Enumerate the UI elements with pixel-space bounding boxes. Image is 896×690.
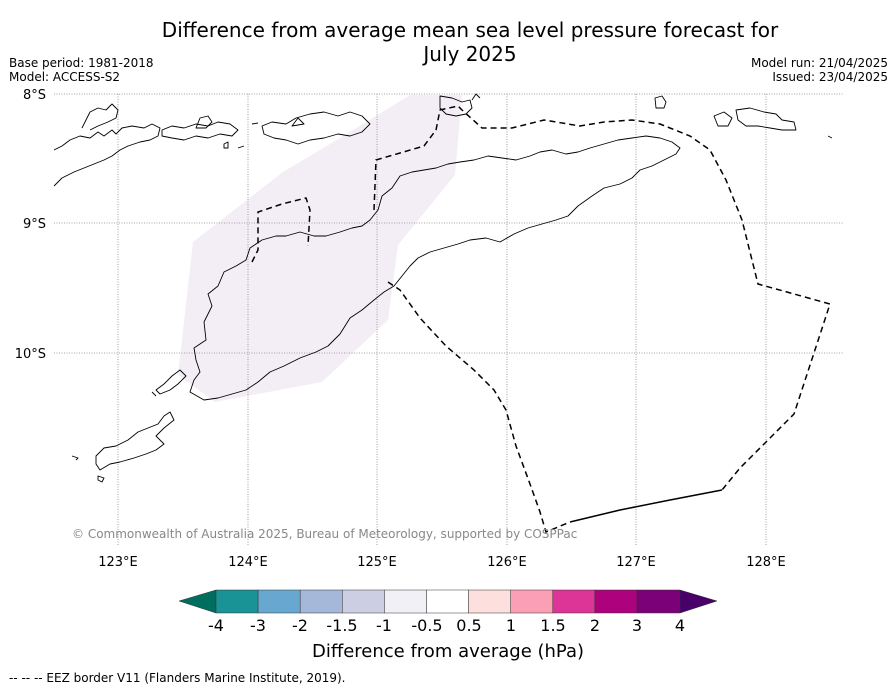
coast-island-small-1 <box>195 115 213 129</box>
eez-border-timor-leste-west <box>251 197 311 263</box>
coast-timor <box>189 135 681 401</box>
lon-label-125e: 125°E <box>357 555 397 570</box>
lon-label-127e: 127°E <box>616 555 656 570</box>
colorbar-swatch <box>468 589 511 614</box>
colorbar-label: -3 <box>250 616 266 635</box>
coast-island-far-1 <box>654 95 667 109</box>
colorbar-label: -1 <box>376 616 392 635</box>
colorbar-extend-high <box>679 589 718 614</box>
coast-island-far-2 <box>713 111 733 127</box>
colorbar-label: 3 <box>632 616 642 635</box>
lat-label-9s: 9°S <box>23 217 46 232</box>
colorbar-label: -2 <box>292 616 308 635</box>
eez-border-timor-leste-north <box>373 105 831 491</box>
colorbar-label: 4 <box>675 616 685 635</box>
colorbar-swatch <box>257 589 301 614</box>
eez-footnote: -- -- -- EEZ border V11 (Flanders Marine… <box>9 671 346 685</box>
coast-wetar <box>439 95 473 117</box>
map-title: Difference from average mean sea level p… <box>161 18 779 66</box>
colorbar-swatches <box>215 589 681 614</box>
colorbar-swatch <box>510 589 554 614</box>
meta-left: Base period: 1981-2018 Model: ACCESS-S2 <box>9 56 154 84</box>
coast-island-solor <box>161 121 239 141</box>
eez-border-timor-leste-south <box>387 281 571 534</box>
lon-label-123e: 123°E <box>98 555 138 570</box>
colorbar-swatch <box>342 589 385 614</box>
border-solid-south <box>569 489 723 523</box>
coast-island-sw-1 <box>71 455 79 461</box>
lat-label-10s: 10°S <box>15 347 46 362</box>
coast-island-far-3 <box>735 107 797 131</box>
coast-savu <box>95 411 175 471</box>
colorbar-label: -4 <box>208 616 224 635</box>
colorbar-swatch <box>299 589 343 614</box>
lon-label-128e: 128°E <box>746 555 786 570</box>
colorbar-swatch <box>594 589 638 614</box>
colorbar-label: -0.5 <box>411 616 442 635</box>
colorbar-label: 2 <box>590 616 600 635</box>
coast-flores <box>53 123 161 187</box>
coast-flores-north <box>81 103 119 131</box>
eez-borders <box>251 105 831 534</box>
coast-island-small-2 <box>291 117 305 127</box>
model-name: Model: ACCESS-S2 <box>9 70 121 84</box>
base-period: Base period: 1981-2018 <box>9 56 154 70</box>
lon-label-124e: 124°E <box>228 555 268 570</box>
colorbar-swatch <box>636 589 681 614</box>
issued-date: Issued: 23/04/2025 <box>772 70 888 84</box>
colorbar-label: 1.5 <box>540 616 565 635</box>
model-run: Model run: 21/04/2025 <box>750 56 888 70</box>
anomaly-region <box>178 95 462 402</box>
lon-label-126e: 126°E <box>487 555 527 570</box>
meta-right: Model run: 21/04/2025 Issued: 23/04/2025 <box>751 56 888 84</box>
coast-island-far-4 <box>827 135 833 139</box>
lat-gridlines <box>54 93 843 354</box>
colorbar: -4 -3 -2 -1.5 -1 -0.5 0.5 1 1.5 2 3 4 Di… <box>178 589 718 662</box>
coastlines <box>53 93 833 483</box>
colorbar-swatch <box>215 589 259 614</box>
coast-alor <box>261 111 371 145</box>
lon-gridlines <box>117 94 767 545</box>
lat-label-8s: 8°S <box>23 88 46 103</box>
coast-island-tiny-2 <box>251 122 259 125</box>
coast-island-far-5 <box>471 93 481 101</box>
copyright-credit: © Commonwealth of Australia 2025, Bureau… <box>72 527 577 541</box>
coast-island-sw-2 <box>97 475 105 483</box>
coast-island-tiny-1 <box>223 141 229 149</box>
coast-island-sw-3 <box>151 391 157 397</box>
colorbar-swatch <box>426 589 469 614</box>
colorbar-label: 1 <box>506 616 516 635</box>
colorbar-label: -1.5 <box>326 616 357 635</box>
colorbar-swatch <box>384 589 427 614</box>
coast-rote <box>155 369 187 395</box>
map-plot-area <box>53 93 843 545</box>
colorbar-extend-low <box>178 589 217 614</box>
colorbar-label: 0.5 <box>456 616 481 635</box>
colorbar-swatch <box>552 589 596 614</box>
colorbar-title: Difference from average (hPa) <box>312 641 584 662</box>
coast-island-tiny-3 <box>237 145 245 149</box>
